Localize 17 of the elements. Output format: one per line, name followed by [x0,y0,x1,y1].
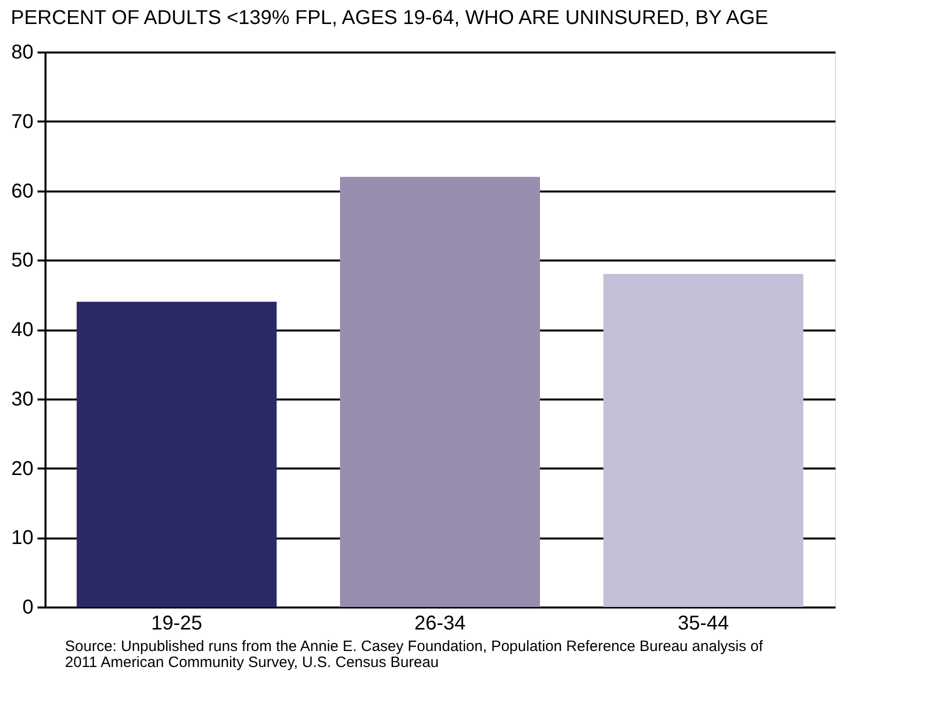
y-tick-label: 80 [11,42,34,64]
y-tick-label: 0 [22,596,34,618]
chart-title: PERCENT OF ADULTS <139% FPL, AGES 19-64, WHO ARE UNINSURED, BY AGE [10,7,768,29]
y-tick-label: 10 [11,527,34,550]
source-note: Source: Unpublished runs from the Annie E. Casey Foundation, Population Reference Bureau analysis of 2011 American Community Survey, U.S. Census Bureau [65,638,764,671]
bar [76,302,277,607]
y-tick-label: 20 [11,458,34,480]
bar [340,176,540,607]
y-tick-label: 30 [11,388,34,410]
y-tick-label: 50 [11,250,34,272]
x-tick-label: 19-25 [151,612,202,634]
bar [603,274,804,607]
x-tick-label: 35-44 [678,612,729,634]
x-tick-label: 26-34 [414,612,466,634]
y-tick-label: 70 [11,110,34,133]
y-tick-label: 60 [11,180,34,202]
y-tick-label: 40 [11,319,34,341]
